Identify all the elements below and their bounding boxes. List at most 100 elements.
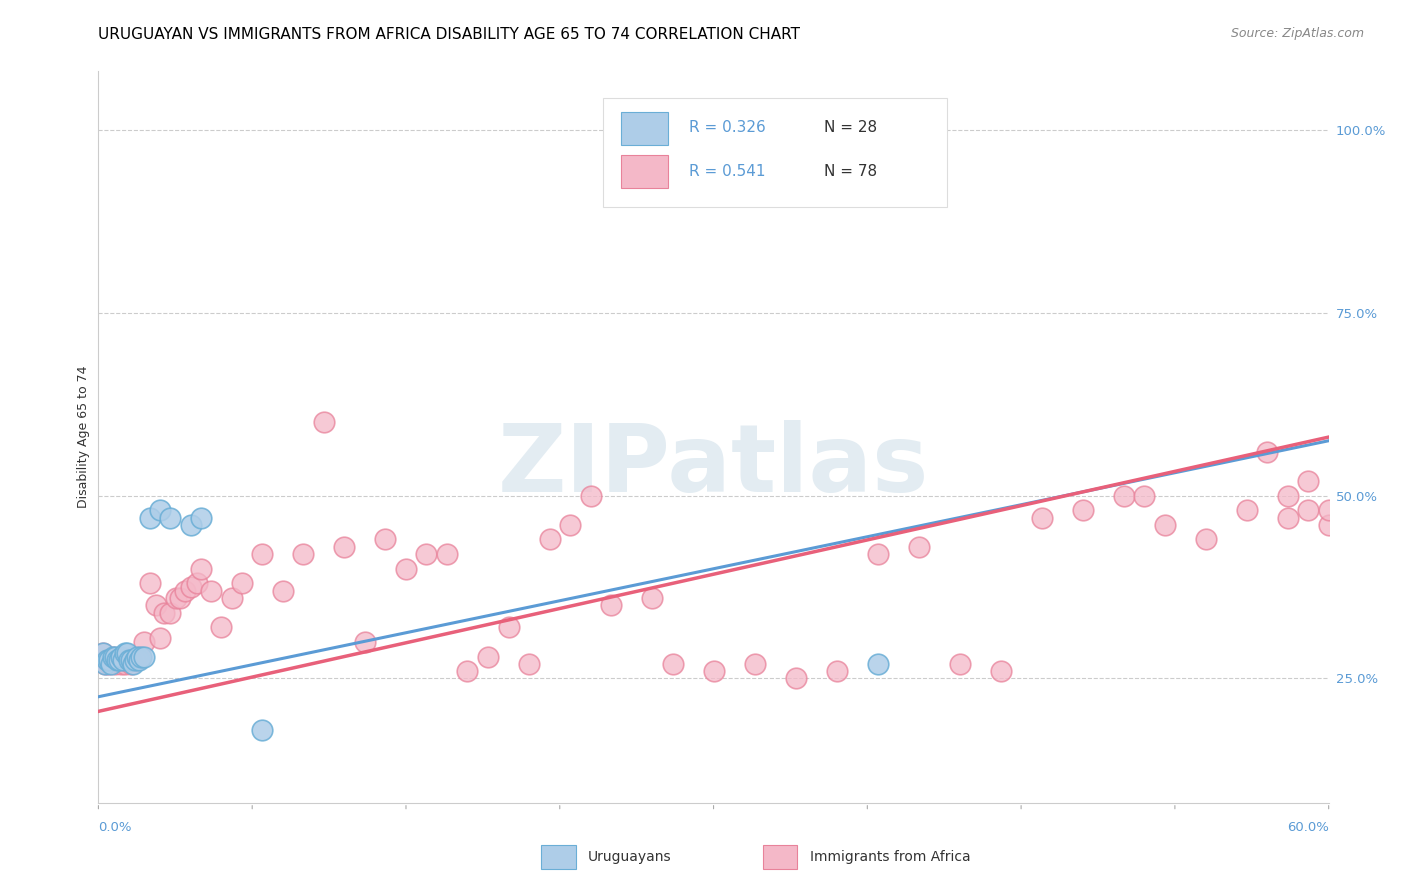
Point — [159, 510, 181, 524]
Point — [252, 723, 274, 737]
Point — [600, 599, 623, 613]
Point — [110, 649, 132, 664]
Text: R = 0.326: R = 0.326 — [689, 120, 766, 136]
Point — [132, 635, 155, 649]
Text: 60.0%: 60.0% — [1286, 821, 1329, 834]
Text: ZIPatlas: ZIPatlas — [498, 420, 929, 512]
Point — [97, 653, 120, 667]
Point — [127, 653, 149, 667]
Point — [949, 657, 972, 671]
Point — [211, 620, 233, 634]
Point — [312, 416, 335, 430]
Text: R = 0.541: R = 0.541 — [689, 164, 765, 179]
Point — [108, 653, 131, 667]
Bar — [763, 846, 797, 869]
Text: 0.0%: 0.0% — [98, 821, 132, 834]
Point — [159, 606, 181, 620]
Point — [866, 547, 889, 561]
Bar — [541, 846, 576, 869]
Point — [457, 664, 479, 678]
Point — [866, 657, 889, 671]
Point — [1277, 510, 1299, 524]
Point — [1296, 503, 1319, 517]
Text: URUGUAYAN VS IMMIGRANTS FROM AFRICA DISABILITY AGE 65 TO 74 CORRELATION CHART: URUGUAYAN VS IMMIGRANTS FROM AFRICA DISA… — [98, 27, 800, 42]
Point — [138, 576, 160, 591]
Point — [114, 646, 136, 660]
Point — [221, 591, 243, 605]
Point — [169, 591, 191, 605]
Point — [200, 583, 222, 598]
Point — [1277, 489, 1299, 503]
Point — [292, 547, 315, 561]
Text: Uruguayans: Uruguayans — [588, 850, 672, 864]
Text: Immigrants from Africa: Immigrants from Africa — [810, 850, 970, 864]
Point — [190, 562, 212, 576]
Point — [333, 540, 356, 554]
Point — [101, 649, 124, 664]
Point — [153, 606, 176, 620]
Point — [118, 653, 141, 667]
Point — [1031, 510, 1053, 524]
Point — [112, 653, 135, 667]
Point — [374, 533, 396, 547]
Point — [149, 503, 172, 517]
Point — [93, 657, 115, 671]
Point — [100, 657, 122, 671]
Point — [131, 649, 153, 664]
Point — [180, 517, 202, 532]
Point — [744, 657, 766, 671]
Point — [105, 653, 128, 667]
Point — [661, 657, 683, 671]
Point — [118, 653, 141, 667]
Point — [395, 562, 418, 576]
Point — [538, 533, 561, 547]
Point — [100, 653, 122, 667]
Point — [128, 653, 150, 667]
Point — [436, 547, 458, 561]
Point — [1317, 503, 1340, 517]
Point — [122, 649, 145, 664]
Point — [498, 620, 520, 634]
Point — [128, 649, 150, 664]
Point — [114, 657, 136, 671]
Point — [1133, 489, 1156, 503]
Point — [105, 653, 128, 667]
Point — [145, 599, 167, 613]
Point — [96, 653, 118, 667]
Point — [115, 653, 138, 667]
Point — [108, 653, 131, 667]
Point — [101, 649, 124, 664]
Point — [1112, 489, 1135, 503]
Point — [127, 649, 149, 664]
Point — [132, 649, 155, 664]
Point — [579, 489, 602, 503]
Point — [825, 664, 848, 678]
Point — [190, 510, 212, 524]
Bar — [621, 155, 668, 188]
Point — [104, 649, 127, 664]
Point — [91, 646, 114, 660]
Point — [96, 653, 118, 667]
FancyBboxPatch shape — [603, 98, 948, 207]
Point — [517, 657, 540, 671]
Point — [1153, 517, 1175, 532]
Bar — [621, 112, 668, 145]
Point — [124, 653, 146, 667]
Point — [110, 657, 132, 671]
Point — [1236, 503, 1258, 517]
Text: N = 78: N = 78 — [824, 164, 877, 179]
Point — [112, 653, 135, 667]
Point — [104, 657, 127, 671]
Point — [1195, 533, 1218, 547]
Point — [97, 657, 120, 671]
Point — [785, 672, 807, 686]
Point — [354, 635, 377, 649]
Point — [1296, 474, 1319, 488]
Point — [907, 540, 929, 554]
Point — [180, 580, 202, 594]
Point — [1071, 503, 1094, 517]
Point — [1317, 517, 1340, 532]
Point — [1256, 444, 1278, 458]
Point — [120, 653, 142, 667]
Point — [186, 576, 208, 591]
